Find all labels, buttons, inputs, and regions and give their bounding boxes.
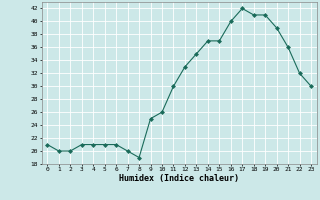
X-axis label: Humidex (Indice chaleur): Humidex (Indice chaleur) bbox=[119, 174, 239, 183]
